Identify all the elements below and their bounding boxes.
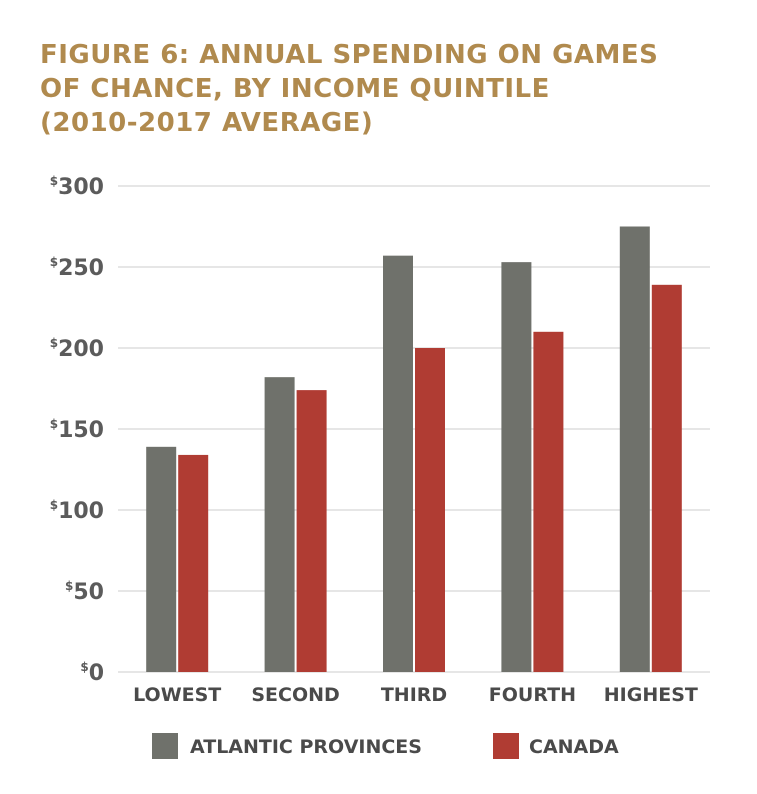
chart-title-line-2: OF CHANCE, BY INCOME QUINTILE [40, 74, 550, 104]
chart-title-line-1: FIGURE 6: ANNUAL SPENDING ON GAMES [40, 40, 659, 70]
chart-title-line-3: (2010-2017 AVERAGE) [40, 108, 374, 138]
legend-label-canada: CANADA [529, 736, 619, 758]
x-category-label: LOWEST [133, 684, 221, 706]
legend-swatch-canada [493, 733, 519, 759]
y-tick-label: $50 [65, 579, 104, 605]
bar-atlantic-second [264, 377, 295, 672]
y-tick-label: $200 [50, 336, 104, 362]
x-category-label: THIRD [381, 684, 447, 706]
bar-atlantic-fourth [501, 262, 532, 672]
x-axis-categories: LOWEST SECOND THIRD FOURTH HIGHEST [133, 684, 698, 706]
bar-atlantic-third [383, 255, 413, 672]
legend-label-atlantic: ATLANTIC PROVINCES [190, 736, 422, 758]
y-tick-label: $300 [50, 174, 104, 200]
bar-atlantic-lowest [146, 446, 177, 672]
x-category-label: FOURTH [489, 684, 576, 706]
y-tick-label: $150 [50, 417, 104, 443]
bars [146, 226, 682, 672]
y-tick-label: $250 [50, 255, 104, 281]
bar-canada-second [296, 390, 327, 672]
y-tick-label: $0 [80, 660, 104, 686]
y-tick-label: $100 [50, 498, 104, 524]
bar-canada-third [415, 348, 445, 672]
bar-canada-fourth [533, 331, 564, 672]
chart-title: FIGURE 6: ANNUAL SPENDING ON GAMES OF CH… [40, 38, 730, 140]
y-axis-ticks: $0 $50 $100 $150 $200 $250 $300 [50, 174, 104, 686]
bar-canada-lowest [178, 454, 209, 672]
legend-swatch-atlantic [152, 733, 178, 759]
x-category-label: SECOND [251, 684, 339, 706]
bar-canada-highest [651, 284, 682, 672]
legend: ATLANTIC PROVINCES CANADA [152, 733, 619, 759]
bar-atlantic-highest [619, 226, 650, 672]
gridlines [118, 185, 710, 673]
x-category-label: HIGHEST [604, 684, 698, 706]
